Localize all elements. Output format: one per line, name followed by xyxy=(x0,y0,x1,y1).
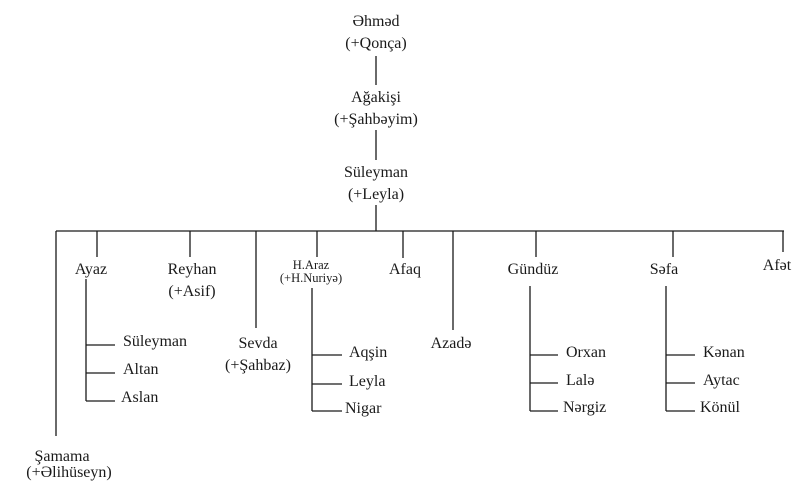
grandchild-name: Aqşin xyxy=(349,344,387,361)
child-name: Sevda xyxy=(238,335,277,352)
child-name: Ayaz xyxy=(75,261,107,278)
child-name: Azadə xyxy=(431,335,472,352)
grandchild-name: Aytac xyxy=(703,372,740,389)
root-name: Əhməd xyxy=(352,13,399,30)
child-name: Reyhan xyxy=(168,261,217,278)
gen3-name: Süleyman xyxy=(344,164,408,181)
grandchild-name: Orxan xyxy=(566,344,606,361)
child-name: Şamama xyxy=(34,448,89,465)
child-spouse: (+H.Nuriyə) xyxy=(280,271,342,285)
grandchild-name: Kənan xyxy=(703,344,745,361)
gen3-spouse: (+Leyla) xyxy=(348,186,404,203)
grandchild-name: Lalə xyxy=(566,372,594,389)
gen2-name: Ağakişi xyxy=(351,89,401,106)
grandchild-name: Leyla xyxy=(349,373,385,390)
child-spouse: (+Əlihüseyn) xyxy=(26,464,111,481)
grandchild-name: Altan xyxy=(123,361,159,378)
child-spouse: (+Asif) xyxy=(168,283,215,300)
grandchild-name: Könül xyxy=(700,399,741,416)
gen2-spouse: (+Şahbəyim) xyxy=(334,111,418,128)
grandchild-name: Nigar xyxy=(345,400,382,417)
child-name: H.Araz xyxy=(293,258,330,272)
child-name: Gündüz xyxy=(508,261,559,278)
child-name: Afət xyxy=(763,257,792,274)
grandchild-name: Nərgiz xyxy=(563,399,606,416)
child-name: Afaq xyxy=(389,261,421,278)
root-spouse: (+Qonça) xyxy=(345,35,406,52)
child-spouse: (+Şahbaz) xyxy=(225,357,291,374)
grandchild-name: Aslan xyxy=(121,389,158,406)
grandchild-name: Süleyman xyxy=(123,333,187,350)
child-name: Səfa xyxy=(650,261,678,278)
